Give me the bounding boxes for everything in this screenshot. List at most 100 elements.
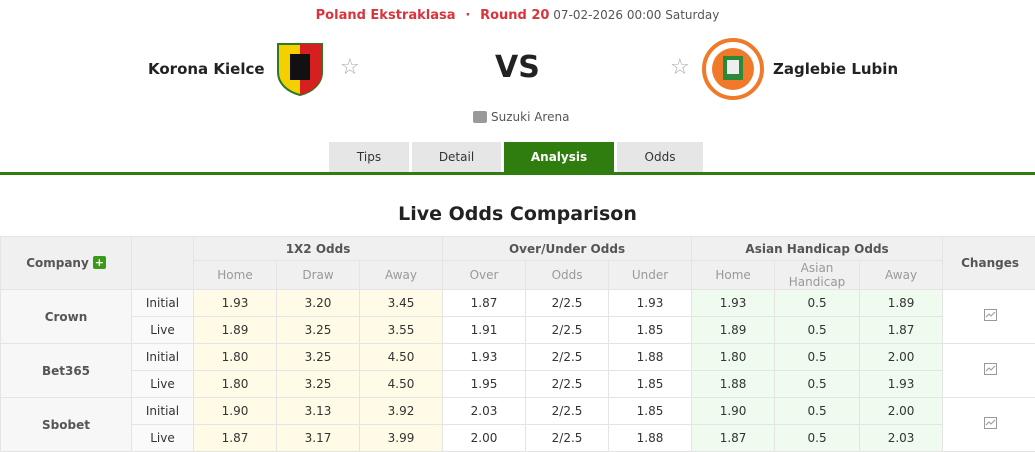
odds-type: Initial xyxy=(132,290,194,317)
league-name[interactable]: Poland Ekstraklasa xyxy=(316,8,456,23)
odds-value: 0.5 xyxy=(775,344,860,371)
group-1x2-header: 1X2 Odds xyxy=(194,237,443,261)
odds-value: 2/2.5 xyxy=(526,371,609,398)
section-title: Live Odds Comparison xyxy=(0,203,1035,225)
odds-value: 2/2.5 xyxy=(526,344,609,371)
match-datetime: 07-02-2026 00:00 Saturday xyxy=(553,8,719,22)
favorite-away-star-icon[interactable]: ☆ xyxy=(670,55,690,80)
away-team-logo xyxy=(702,38,764,100)
odds-value: 2.03 xyxy=(860,425,943,452)
subheader: Away xyxy=(360,261,443,290)
subheader: Asian Handicap xyxy=(775,261,860,290)
odds-value: 1.88 xyxy=(692,371,775,398)
subheader: Home xyxy=(194,261,277,290)
group-ou-header: Over/Under Odds xyxy=(443,237,692,261)
odds-value: 2.00 xyxy=(860,398,943,425)
line-chart-icon[interactable] xyxy=(984,417,997,429)
odds-value: 1.89 xyxy=(692,317,775,344)
odds-value: 3.13 xyxy=(277,398,360,425)
odds-value: 4.50 xyxy=(360,371,443,398)
odds-value: 3.45 xyxy=(360,290,443,317)
line-chart-icon[interactable] xyxy=(984,309,997,321)
subheader: Under xyxy=(609,261,692,290)
odds-value: 3.25 xyxy=(277,317,360,344)
odds-value: 1.90 xyxy=(194,398,277,425)
odds-value: 1.88 xyxy=(609,425,692,452)
company-name[interactable]: Crown xyxy=(1,290,132,344)
subheader: Draw xyxy=(277,261,360,290)
odds-value: 2/2.5 xyxy=(526,290,609,317)
odds-value: 3.99 xyxy=(360,425,443,452)
vs-label: VS xyxy=(495,50,540,85)
odds-value: 2/2.5 xyxy=(526,425,609,452)
odds-value: 2.00 xyxy=(443,425,526,452)
home-team-logo xyxy=(276,42,324,96)
subheader: Home xyxy=(692,261,775,290)
odds-value: 3.17 xyxy=(277,425,360,452)
odds-value: 1.93 xyxy=(194,290,277,317)
tab-underline xyxy=(0,172,1035,175)
odds-value: 1.85 xyxy=(609,398,692,425)
odds-value: 2.03 xyxy=(443,398,526,425)
odds-value: 1.87 xyxy=(443,290,526,317)
odds-table: Company+ 1X2 Odds Over/Under Odds Asian … xyxy=(0,236,1035,452)
changes-cell xyxy=(943,398,1035,452)
odds-value: 1.80 xyxy=(194,344,277,371)
venue: Suzuki Arena xyxy=(473,110,569,124)
odds-type: Initial xyxy=(132,398,194,425)
tab-analysis[interactable]: Analysis xyxy=(504,142,614,172)
odds-value: 1.91 xyxy=(443,317,526,344)
odds-value: 3.25 xyxy=(277,371,360,398)
odds-value: 1.87 xyxy=(194,425,277,452)
company-header: Company+ xyxy=(1,237,132,290)
tab-tips[interactable]: Tips xyxy=(329,142,409,172)
odds-value: 1.93 xyxy=(443,344,526,371)
tab-bar: Tips Detail Analysis Odds xyxy=(329,142,703,172)
odds-value: 1.93 xyxy=(692,290,775,317)
subheader: Odds xyxy=(526,261,609,290)
type-header xyxy=(132,237,194,290)
odds-value: 3.55 xyxy=(360,317,443,344)
odds-value: 1.95 xyxy=(443,371,526,398)
stadium-icon xyxy=(473,111,487,123)
separator: · xyxy=(465,8,470,23)
changes-header: Changes xyxy=(943,237,1035,290)
favorite-home-star-icon[interactable]: ☆ xyxy=(340,55,360,80)
odds-value: 1.80 xyxy=(692,344,775,371)
odds-type: Live xyxy=(132,317,194,344)
odds-value: 1.90 xyxy=(692,398,775,425)
odds-value: 1.89 xyxy=(194,317,277,344)
odds-value: 1.85 xyxy=(609,371,692,398)
odds-value: 2/2.5 xyxy=(526,317,609,344)
line-chart-icon[interactable] xyxy=(984,363,997,375)
odds-value: 1.88 xyxy=(609,344,692,371)
odds-value: 0.5 xyxy=(775,290,860,317)
venue-name: Suzuki Arena xyxy=(491,110,569,124)
changes-cell xyxy=(943,344,1035,398)
away-team-name[interactable]: Zaglebie Lubin xyxy=(773,60,898,78)
odds-value: 3.25 xyxy=(277,344,360,371)
odds-value: 2.00 xyxy=(860,344,943,371)
company-name[interactable]: Sbobet xyxy=(1,398,132,452)
odds-type: Live xyxy=(132,371,194,398)
odds-value: 1.87 xyxy=(860,317,943,344)
home-team-name[interactable]: Korona Kielce xyxy=(148,60,265,78)
tab-detail[interactable]: Detail xyxy=(412,142,501,172)
odds-value: 1.87 xyxy=(692,425,775,452)
subheader: Away xyxy=(860,261,943,290)
odds-value: 0.5 xyxy=(775,371,860,398)
odds-value: 0.5 xyxy=(775,398,860,425)
tab-odds[interactable]: Odds xyxy=(617,142,703,172)
company-name[interactable]: Bet365 xyxy=(1,344,132,398)
odds-value: 4.50 xyxy=(360,344,443,371)
group-ah-header: Asian Handicap Odds xyxy=(692,237,943,261)
add-company-plus-icon[interactable]: + xyxy=(93,256,106,269)
odds-value: 1.93 xyxy=(609,290,692,317)
odds-value: 0.5 xyxy=(775,425,860,452)
odds-value: 1.93 xyxy=(860,371,943,398)
odds-value: 2/2.5 xyxy=(526,398,609,425)
